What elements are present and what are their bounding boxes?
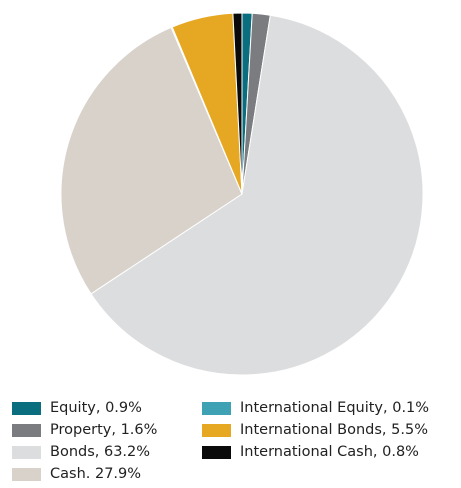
legend-label-5: International Bonds, 5.5%: [240, 422, 428, 438]
legend-item-6: International Cash, 0.8%: [202, 444, 419, 460]
legend-label-0: Equity, 0.9%: [50, 400, 142, 416]
legend-swatch-5: [202, 423, 231, 437]
pie-slice-6: [232, 12, 243, 195]
legend-label-1: Property, 1.6%: [50, 422, 158, 438]
pie-chart: [60, 12, 424, 376]
legend-swatch-4: [202, 401, 231, 415]
legend-swatch-2: [12, 445, 41, 459]
legend-label-4: International Equity, 0.1%: [240, 400, 430, 416]
legend-swatch-3: [12, 467, 41, 481]
legend-label-2: Bonds, 63.2%: [50, 444, 151, 460]
legend-item-4: International Equity, 0.1%: [202, 400, 429, 416]
legend-item-5: International Bonds, 5.5%: [202, 422, 428, 438]
legend-item-1: Property, 1.6%: [12, 422, 157, 438]
legend-swatch-1: [12, 423, 41, 437]
legend-swatch-0: [12, 401, 41, 415]
legend-label-3: Cash. 27.9%: [50, 466, 142, 482]
legend-label-6: International Cash, 0.8%: [240, 444, 419, 460]
legend-swatch-6: [202, 445, 231, 459]
legend-item-0: Equity, 0.9%: [12, 400, 142, 416]
legend-item-2: Bonds, 63.2%: [12, 444, 150, 460]
pie-slice-2: [90, 14, 424, 376]
legend-item-3: Cash. 27.9%: [12, 466, 141, 482]
pie-slice-3: [60, 26, 243, 295]
